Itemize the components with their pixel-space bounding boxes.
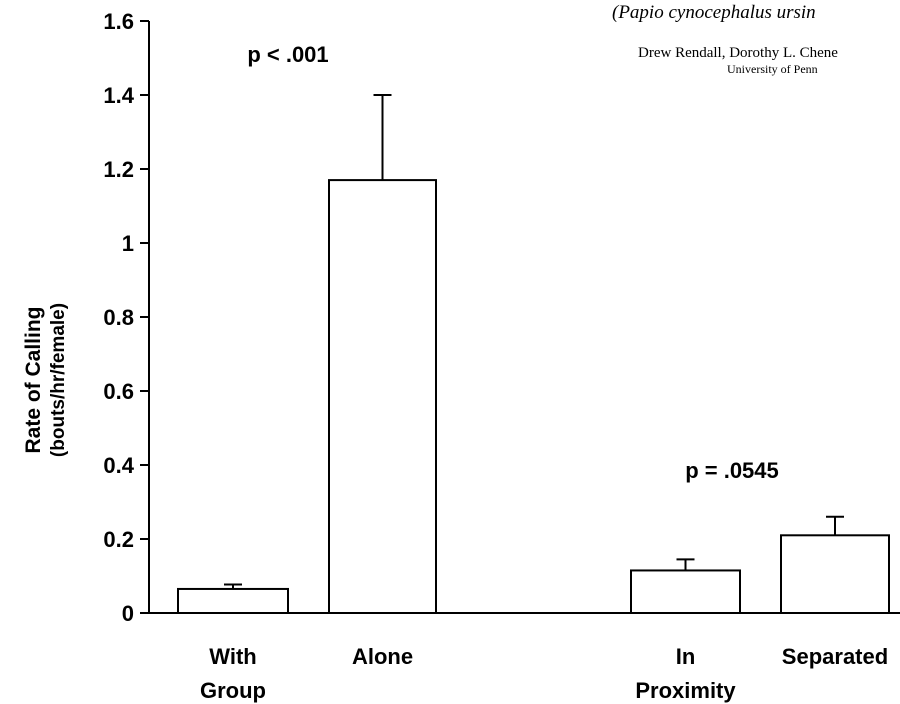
header-authors: Drew Rendall, Dorothy L. Chene (638, 45, 838, 61)
x-category-label: Separated (782, 644, 888, 669)
y-axis-ticks: 0 0.2 0.4 0.6 0.8 1 1.2 1.4 1.6 (103, 9, 149, 626)
x-category-label: In (676, 644, 696, 669)
bar (780, 534, 890, 614)
bar (630, 569, 741, 615)
bar-group (780, 515, 890, 614)
bar-group (328, 94, 437, 614)
y-tick-label: 0.2 (103, 527, 134, 552)
x-category-label: With (209, 644, 256, 669)
bar-group (630, 558, 741, 615)
x-category-label: Proximity (635, 678, 736, 703)
header-title-fragment: (Papio cynocephalus ursin (612, 2, 816, 23)
y-tick-label: 0.4 (103, 453, 134, 478)
bars (177, 94, 890, 615)
significance-annotations: p < .001 p = .0545 (247, 42, 778, 483)
y-tick-label: 1.4 (103, 83, 134, 108)
bar (328, 179, 437, 614)
header-affiliation: University of Penn (727, 62, 818, 76)
x-category-label: Alone (352, 644, 413, 669)
significance-annotation: p < .001 (247, 42, 328, 67)
x-axis-category-labels: With Group Alone In Proximity Separated (200, 644, 888, 703)
significance-annotation: p = .0545 (685, 458, 779, 483)
y-axis-label-line2: (bouts/hr/female) (48, 303, 69, 457)
y-axis-label: Rate of Calling (bouts/hr/female) (22, 303, 69, 457)
y-tick-label: 1.6 (103, 9, 134, 34)
y-tick-label: 0.6 (103, 379, 134, 404)
y-tick-label: 0.8 (103, 305, 134, 330)
y-axis-label-line1: Rate of Calling (22, 306, 45, 453)
bar (177, 587, 289, 615)
y-tick-label: 0 (122, 601, 134, 626)
bar-group (177, 583, 289, 615)
x-category-label: Group (200, 678, 266, 703)
y-tick-label: 1.2 (103, 157, 134, 182)
y-tick-label: 1 (122, 231, 134, 256)
